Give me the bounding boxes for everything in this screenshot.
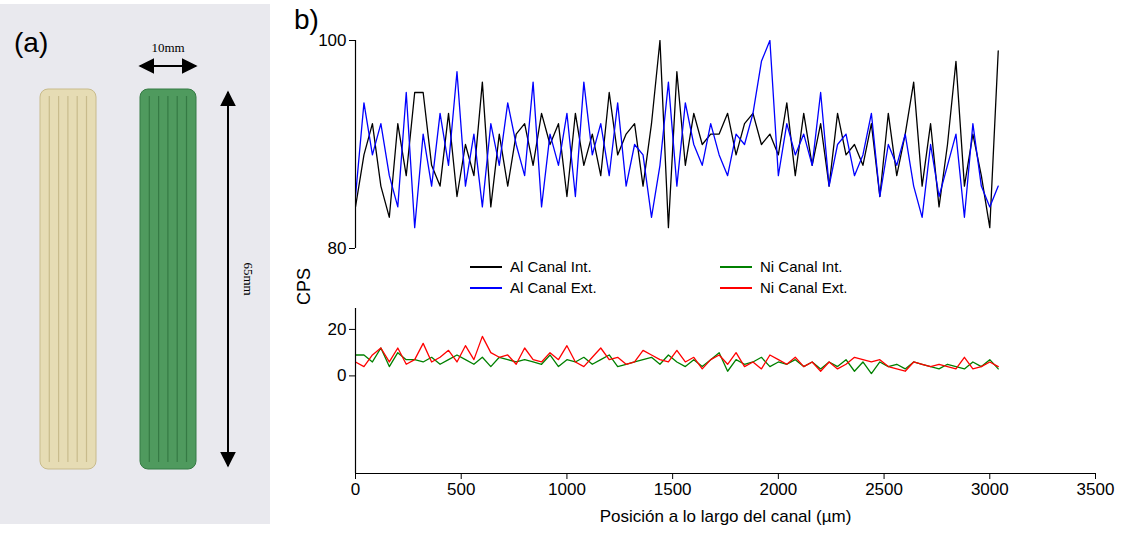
svg-text:100: 100 [318,31,346,50]
svg-text:3000: 3000 [971,480,1009,499]
svg-text:2000: 2000 [759,480,797,499]
html-text:Ni Canal Ext.: Ni Canal Ext. [760,279,848,296]
svg-text:2500: 2500 [865,480,903,499]
html-text:b): b) [294,4,319,35]
svg-text:1000: 1000 [548,480,586,499]
html-text:Al Canal Int.: Al Canal Int. [510,258,592,275]
svg-text:65mm: 65mm [241,262,256,295]
svg-text:10mm: 10mm [151,40,184,55]
svg-text:20: 20 [328,320,347,339]
html-text:CPS: CPS [293,268,314,305]
svg-text:1500: 1500 [654,480,692,499]
svg-text:Posición a lo largo del canal: Posición a lo largo del canal (µm) [600,507,852,526]
svg-text:0: 0 [337,366,346,385]
html-text:Al Canal Ext.: Al Canal Ext. [510,279,597,296]
svg-text:80: 80 [328,239,347,258]
svg-text:500: 500 [447,480,475,499]
html-text:Ni Canal Int.: Ni Canal Int. [760,258,843,275]
svg-text:(a): (a) [14,27,48,58]
svg-text:0: 0 [351,480,360,499]
svg-text:3500: 3500 [1077,480,1115,499]
